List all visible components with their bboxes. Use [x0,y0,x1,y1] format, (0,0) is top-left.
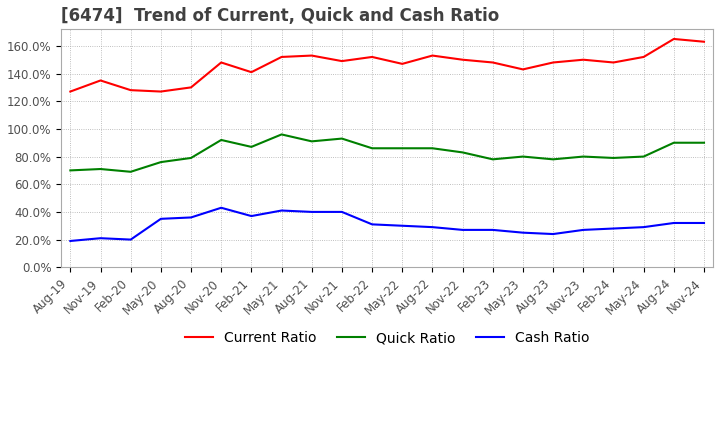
Current Ratio [368,54,377,59]
Line: Current Ratio: Current Ratio [71,39,704,92]
Cash Ratio [700,220,708,226]
Cash Ratio [247,213,256,219]
Quick Ratio [247,144,256,150]
Current Ratio [156,89,165,94]
Current Ratio [639,54,648,59]
Current Ratio [247,70,256,75]
Current Ratio [96,78,105,83]
Current Ratio [338,59,346,64]
Quick Ratio [217,137,225,143]
Cash Ratio [307,209,316,215]
Current Ratio [66,89,75,94]
Cash Ratio [96,235,105,241]
Current Ratio [186,85,195,90]
Cash Ratio [156,216,165,221]
Quick Ratio [670,140,678,145]
Quick Ratio [609,155,618,161]
Cash Ratio [368,222,377,227]
Cash Ratio [66,238,75,244]
Current Ratio [609,60,618,65]
Cash Ratio [428,224,437,230]
Quick Ratio [518,154,527,159]
Quick Ratio [96,166,105,172]
Cash Ratio [277,208,286,213]
Quick Ratio [398,146,407,151]
Cash Ratio [217,205,225,210]
Current Ratio [579,57,588,62]
Cash Ratio [186,215,195,220]
Current Ratio [277,54,286,59]
Quick Ratio [579,154,588,159]
Current Ratio [700,39,708,44]
Cash Ratio [518,230,527,235]
Quick Ratio [156,159,165,165]
Current Ratio [398,61,407,66]
Quick Ratio [549,157,557,162]
Quick Ratio [127,169,135,174]
Cash Ratio [398,223,407,228]
Cash Ratio [338,209,346,215]
Current Ratio [518,67,527,72]
Current Ratio [127,88,135,93]
Cash Ratio [639,224,648,230]
Legend: Current Ratio, Quick Ratio, Cash Ratio: Current Ratio, Quick Ratio, Cash Ratio [179,326,595,351]
Cash Ratio [670,220,678,226]
Current Ratio [428,53,437,58]
Current Ratio [307,53,316,58]
Quick Ratio [639,154,648,159]
Current Ratio [670,37,678,42]
Quick Ratio [338,136,346,141]
Current Ratio [549,60,557,65]
Line: Quick Ratio: Quick Ratio [71,135,704,172]
Current Ratio [488,60,497,65]
Quick Ratio [459,150,467,155]
Quick Ratio [66,168,75,173]
Quick Ratio [277,132,286,137]
Cash Ratio [579,227,588,232]
Cash Ratio [609,226,618,231]
Current Ratio [459,57,467,62]
Quick Ratio [488,157,497,162]
Quick Ratio [700,140,708,145]
Current Ratio [217,60,225,65]
Quick Ratio [186,155,195,161]
Quick Ratio [368,146,377,151]
Quick Ratio [307,139,316,144]
Text: [6474]  Trend of Current, Quick and Cash Ratio: [6474] Trend of Current, Quick and Cash … [61,7,500,25]
Cash Ratio [459,227,467,232]
Cash Ratio [488,227,497,232]
Quick Ratio [428,146,437,151]
Line: Cash Ratio: Cash Ratio [71,208,704,241]
Cash Ratio [549,231,557,237]
Cash Ratio [127,237,135,242]
